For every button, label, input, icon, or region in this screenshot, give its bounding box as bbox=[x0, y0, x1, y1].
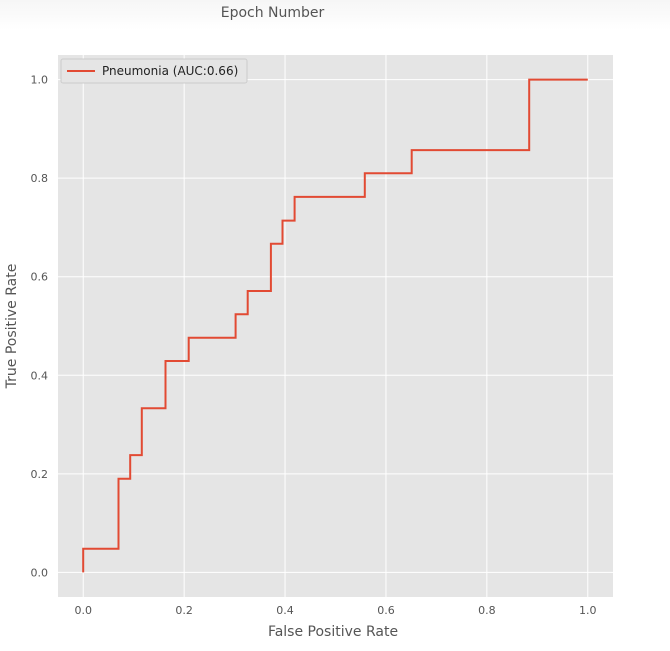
x-tick-label: 0.6 bbox=[377, 604, 395, 617]
plot-area bbox=[58, 55, 613, 597]
y-tick-label: 0.4 bbox=[31, 369, 49, 382]
grid bbox=[58, 55, 613, 597]
y-tick-label: 0.2 bbox=[31, 468, 49, 481]
x-tick-label: 0.0 bbox=[74, 604, 92, 617]
legend: Pneumonia (AUC:0.66) bbox=[60, 58, 248, 84]
y-tick-label: 0.0 bbox=[31, 566, 49, 579]
legend-label: Pneumonia (AUC:0.66) bbox=[102, 64, 238, 78]
x-tick-label: 1.0 bbox=[579, 604, 597, 617]
y-axis-label: True Positive Rate bbox=[4, 264, 20, 390]
legend-box bbox=[60, 58, 248, 84]
epoch-number-caption: Epoch Number bbox=[220, 5, 325, 21]
y-tick-label: 0.6 bbox=[31, 271, 49, 284]
x-tick-label: 0.8 bbox=[478, 604, 496, 617]
top-shade bbox=[0, 0, 670, 30]
x-axis-label: False Positive Rate bbox=[268, 624, 398, 640]
x-tick-label: 0.2 bbox=[175, 604, 193, 617]
y-tick-label: 0.8 bbox=[31, 172, 49, 185]
x-tick-label: 0.4 bbox=[276, 604, 294, 617]
roc-curve-pneumonia bbox=[82, 78, 588, 573]
y-tick-label: 1.0 bbox=[31, 74, 49, 87]
tick-labels: 0.0 0.2 0.4 0.6 0.8 1.0 0.0 0.2 0.4 0.6 0.8 1.0 bbox=[31, 74, 597, 617]
